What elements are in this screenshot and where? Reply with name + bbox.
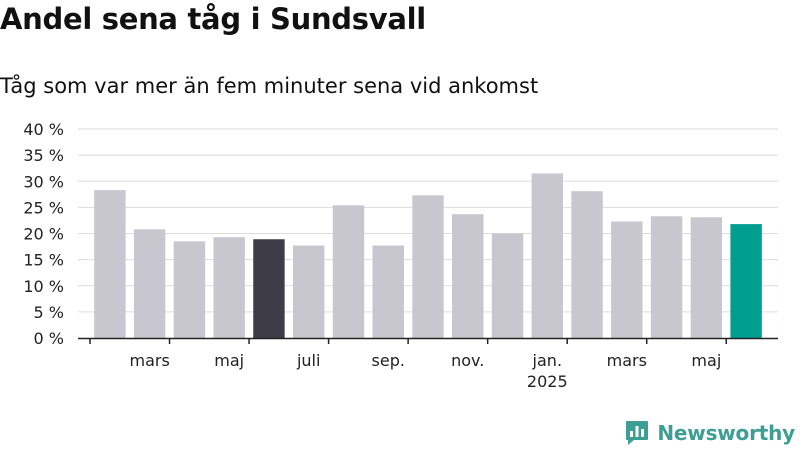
y-tick-label: 10 %	[23, 277, 64, 296]
newsworthy-logo: Newsworthy	[625, 420, 795, 446]
bar	[452, 214, 484, 338]
bar	[173, 241, 206, 338]
bar	[730, 224, 762, 338]
bar	[292, 245, 325, 338]
x-tick-label: juli	[296, 351, 320, 370]
x-axis	[78, 337, 778, 344]
x-tick-label: sep.	[372, 351, 405, 370]
brand-name: Newsworthy	[657, 421, 795, 445]
x-tick-year-label: 2025	[527, 372, 568, 391]
bar	[133, 229, 166, 338]
bar	[213, 237, 245, 338]
y-tick-label: 25 %	[23, 198, 64, 217]
bars	[94, 173, 762, 338]
x-axis-labels: mars maj juli sep. nov. jan. 2025 mars maj	[129, 351, 721, 391]
bar	[372, 245, 404, 338]
bar	[650, 216, 683, 338]
x-tick-label: mars	[607, 351, 647, 370]
x-tick-label: mars	[129, 351, 169, 370]
x-tick-label: maj	[214, 351, 244, 370]
chart-subtitle: Tåg som var mer än fem minuter sena vid …	[0, 74, 539, 98]
newsworthy-logo-icon	[626, 421, 649, 445]
x-tick-label: maj	[691, 351, 721, 370]
y-axis-labels: 0 % 5 % 10 % 15 % 20 % 25 % 30 % 35 % 40 %	[23, 120, 64, 348]
bar	[332, 205, 365, 338]
bar	[690, 217, 723, 338]
bar	[571, 191, 603, 338]
y-tick-label: 0 %	[34, 329, 64, 348]
bar	[531, 173, 564, 338]
x-tick-label: nov.	[451, 351, 484, 370]
bar	[412, 195, 444, 338]
y-tick-label: 20 %	[23, 225, 64, 244]
bar	[491, 233, 524, 338]
y-tick-label: 5 %	[34, 303, 64, 322]
bar	[611, 221, 643, 338]
y-tick-label: 35 %	[23, 146, 64, 165]
bar	[253, 239, 285, 338]
x-tick-label: jan.	[532, 351, 562, 370]
y-tick-label: 30 %	[23, 172, 64, 191]
y-tick-label: 15 %	[23, 251, 64, 270]
y-tick-label: 40 %	[23, 120, 64, 139]
chart-title: Andel sena tåg i Sundsvall	[0, 2, 426, 36]
bar	[94, 190, 126, 338]
